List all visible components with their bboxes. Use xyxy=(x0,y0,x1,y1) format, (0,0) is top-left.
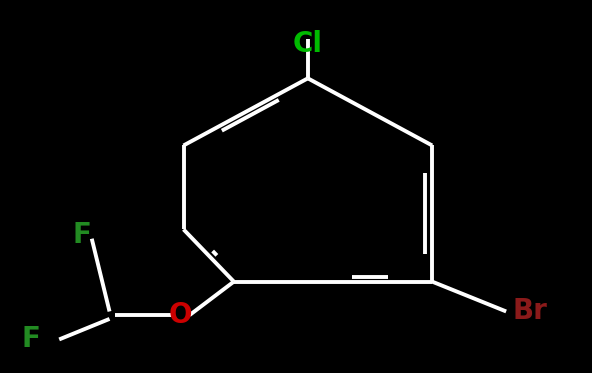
Text: O: O xyxy=(169,301,192,329)
Text: Cl: Cl xyxy=(293,30,323,58)
Text: F: F xyxy=(73,221,92,249)
Text: F: F xyxy=(21,325,40,354)
Text: Br: Br xyxy=(512,297,547,326)
